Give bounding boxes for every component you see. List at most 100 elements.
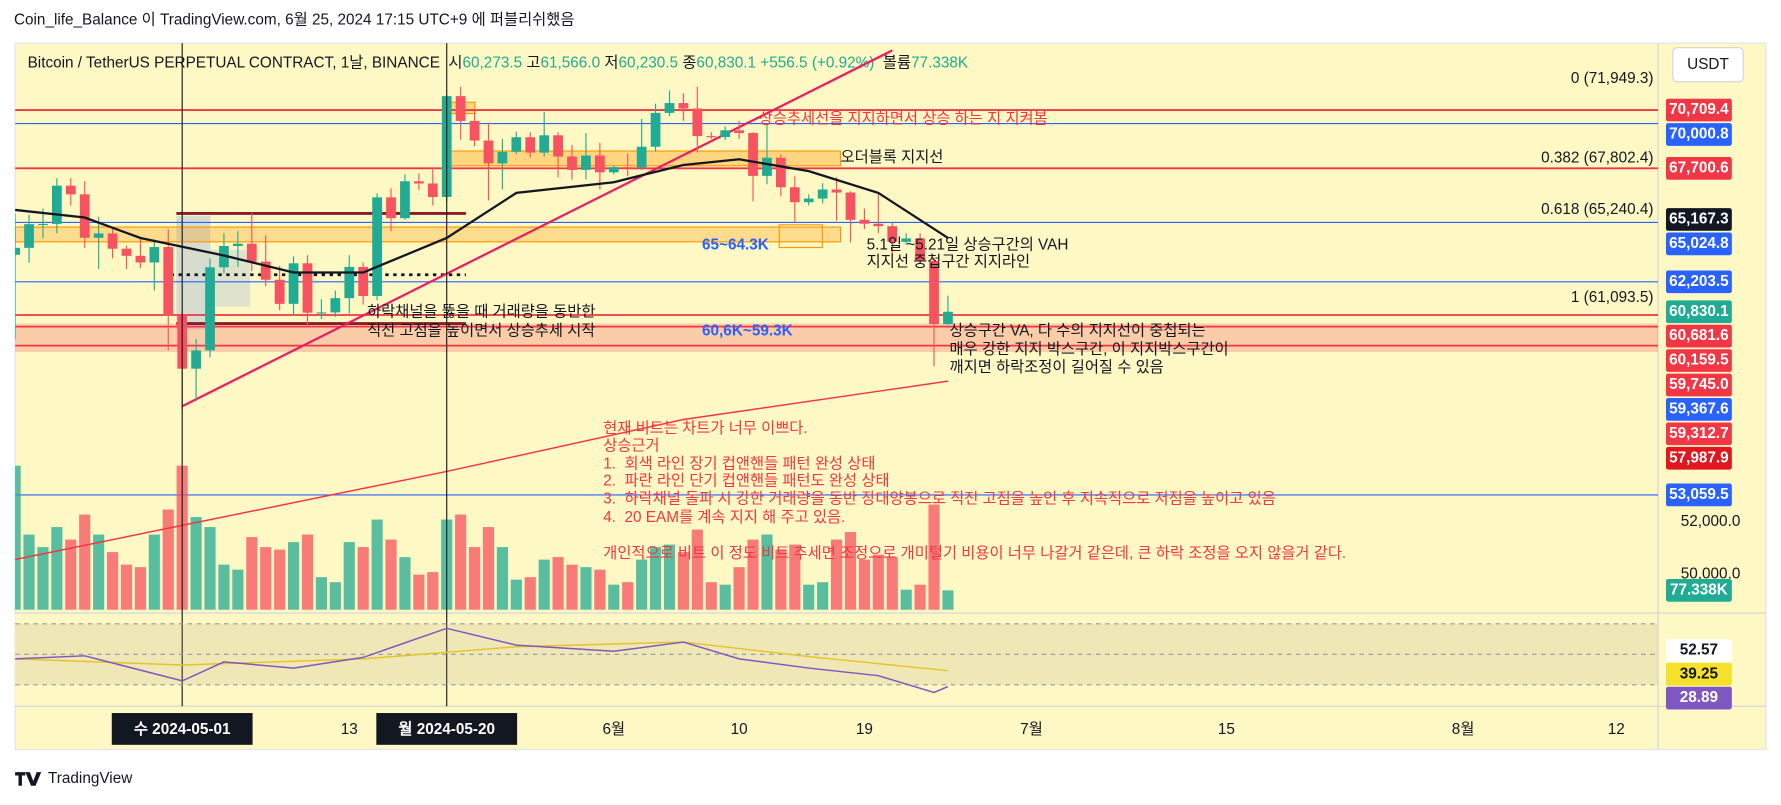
candle-body: [358, 266, 369, 296]
volume-bar: [301, 534, 314, 610]
fib-label: 1 (61,093.5): [1571, 289, 1654, 306]
y-tick-label: 52,000.0: [1681, 513, 1741, 530]
volume-bar: [705, 582, 717, 610]
volume-bar: [482, 527, 495, 610]
price-tag: [1665, 232, 1732, 256]
candle-body: [65, 185, 76, 195]
volume-bar: [649, 547, 662, 610]
volume-bar: [886, 557, 898, 610]
volume-bar: [287, 542, 300, 610]
volume-bar: [468, 547, 481, 610]
publisher-note: Coin_life_Balance 이 TradingView.com, 6월 …: [14, 11, 574, 28]
volume-bar: [677, 552, 689, 610]
x-tick-label: 12: [1608, 721, 1625, 738]
candle-body: [344, 266, 355, 299]
fib-label: 0 (71,949.3): [1571, 70, 1654, 87]
layer: [15, 623, 1659, 694]
price-tag-label: 77.338K: [1670, 581, 1728, 598]
annotation: 2. 파란 라인 단기 컵앤핸들 패턴도 완성 상태: [603, 472, 889, 489]
price-tag: [1665, 98, 1732, 122]
candle-body: [789, 187, 800, 203]
legend-prefix: 종: [682, 55, 696, 72]
candle-body: [803, 198, 814, 203]
candle-body: [455, 96, 466, 121]
candle-body: [483, 140, 494, 164]
volume-bar: [357, 547, 369, 610]
fib-label: 0.618 (65,240.4): [1541, 201, 1653, 218]
change-value: +556.5: [760, 55, 807, 72]
candle-body: [15, 247, 20, 255]
fib-label: 0.382 (67,802.4): [1541, 149, 1653, 166]
candle-body: [873, 223, 884, 227]
volume-bar: [162, 509, 174, 610]
volume-profile: [210, 249, 251, 307]
volume-bar: [817, 582, 829, 610]
volume-bar: [23, 534, 35, 610]
symbol-title: Bitcoin / TetherUS PERPETUAL CONTRACT, 1…: [28, 55, 440, 72]
volume-bar: [803, 584, 815, 610]
volume-bar: [608, 584, 620, 610]
annotation: 상승근거: [603, 437, 659, 454]
candle-body: [706, 136, 717, 138]
annotation: 상승구간 VA, 다 수의 지지선이 중첩되는: [950, 323, 1206, 340]
price-tag: [1665, 324, 1732, 348]
legend-value: 60,273.5: [463, 55, 523, 72]
candle-body: [52, 185, 62, 224]
vah-zone: [15, 226, 842, 243]
volume-bar: [37, 547, 49, 610]
indicator-line: [15, 641, 949, 672]
currency-label: USDT: [1687, 56, 1729, 73]
volume-bar: [872, 554, 884, 610]
annotation: 개인적으로 비트 이 정도 비트 추세면 조정으로 개미털기 비용이 너무 나갈…: [603, 545, 1346, 562]
volume-bar: [733, 567, 745, 610]
volume-bar: [343, 542, 355, 610]
symbol-legend: Bitcoin / TetherUS PERPETUAL CONTRACT, 1…: [28, 55, 969, 72]
price-tag-label: 60,681.6: [1669, 327, 1729, 344]
candle-body: [915, 238, 925, 261]
volume-bar: [260, 547, 272, 610]
x-tick-label: 19: [856, 721, 873, 738]
logo-icon: [15, 772, 42, 786]
price-tag: [1665, 578, 1732, 602]
volume-bar: [719, 584, 731, 610]
volume-bar: [246, 537, 258, 610]
support-zone: [15, 323, 1659, 352]
candle-body: [469, 120, 480, 141]
price-tag: [1665, 639, 1732, 662]
price-tag: [1665, 208, 1732, 231]
legend-value: 60,830.1: [696, 55, 756, 72]
candle-body: [734, 130, 744, 133]
legend-value: 60,230.5: [618, 55, 678, 72]
candle-body: [720, 130, 731, 138]
volume-bar: [747, 539, 759, 610]
annotation: 매우 강한 지지 박스구간, 이 지지박스구간이: [950, 341, 1229, 358]
annotation: 5.1일 ~5.21일 상승구간의 VAH: [867, 236, 1069, 253]
price-tag-label: 57,987.9: [1669, 449, 1729, 466]
candle-body: [233, 243, 243, 246]
candle-body: [664, 103, 675, 113]
candle-body: [539, 135, 550, 153]
volume-bar: [218, 564, 230, 610]
volume-bar: [580, 567, 592, 610]
candle-body: [762, 157, 772, 176]
price-tag-label: 65,167.3: [1669, 210, 1729, 227]
candle-body: [205, 267, 215, 351]
volume-bar: [496, 547, 508, 610]
candle-body: [887, 226, 898, 242]
price-tag-label: 59,367.6: [1669, 400, 1729, 417]
candle-body: [567, 156, 577, 170]
x-tick-label: 수 2024-05-01: [134, 721, 231, 738]
annotation: 4. 20 EAM를 계속 지지 해 주고 있음.: [603, 509, 845, 526]
volume-bar: [789, 544, 801, 610]
candle-body: [525, 137, 536, 153]
volume-bar: [315, 577, 327, 610]
x-tick-label: 10: [731, 721, 748, 738]
candle-body: [636, 146, 647, 168]
layer: 0 (71,949.3) 0.382 (67,802.4) 0.618 (65,24…: [15, 49, 1659, 610]
volume-bar: [594, 569, 606, 610]
candle-body: [372, 197, 382, 296]
candle-body: [274, 279, 285, 304]
volume-bar: [830, 539, 843, 610]
currency-button[interactable]: [1672, 47, 1744, 83]
